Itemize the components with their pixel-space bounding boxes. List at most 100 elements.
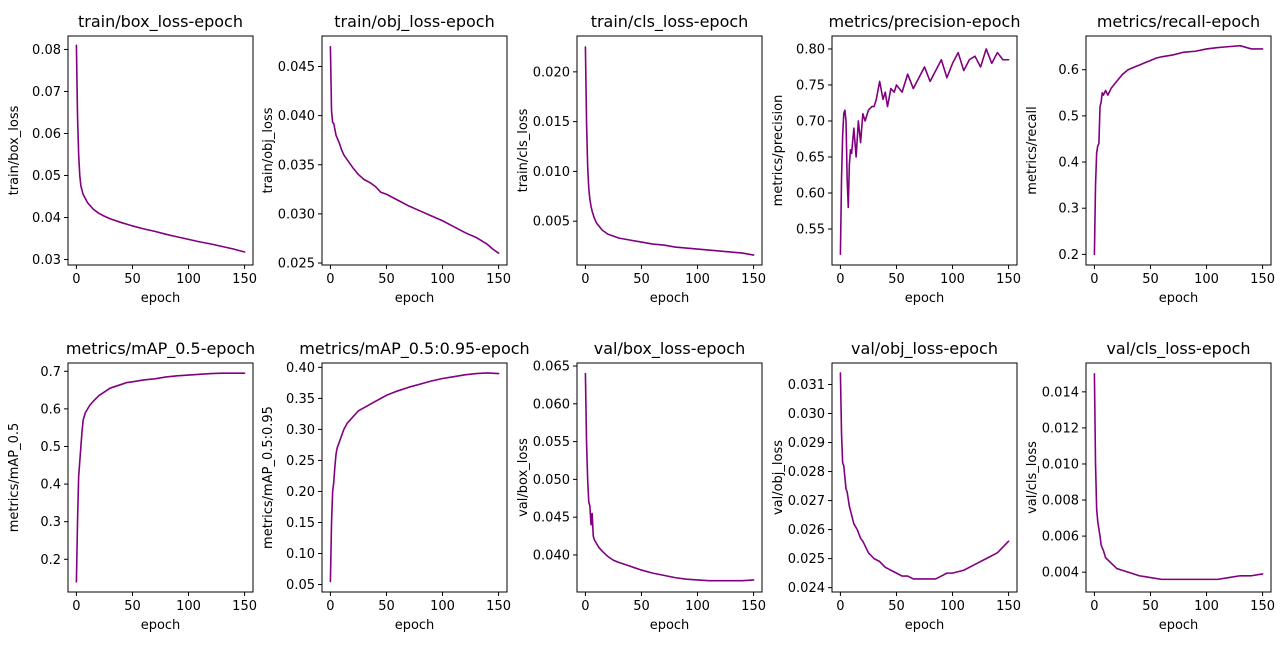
- series-line-0: [329, 46, 500, 255]
- y-tick-label: 0.08: [32, 43, 61, 58]
- y-tick-label: 0.014: [1042, 385, 1079, 400]
- x-tick-label: 150: [486, 272, 511, 287]
- x-tick-label: 0: [1090, 272, 1098, 287]
- y-tick-label: 0.012: [1042, 421, 1079, 436]
- y-tick-label: 0.07: [32, 85, 61, 100]
- x-tick-label: 100: [1194, 599, 1219, 614]
- axes-frame: [831, 362, 1018, 593]
- chart-title: train/cls_loss-epoch: [591, 12, 749, 32]
- y-axis-label: metrics/mAP_0.5: [7, 423, 22, 533]
- y-axis-label: metrics/mAP_0.5:0.95: [261, 406, 276, 549]
- x-tick-label: 50: [888, 272, 905, 287]
- y-tick-label: 0.006: [1042, 530, 1079, 545]
- x-axis-label: epoch: [141, 291, 181, 306]
- chart-panel-3: metrics/precision-epoch 0 50 100 150 0.55 0.60…: [771, 12, 1021, 306]
- x-tick-label: 150: [232, 599, 257, 614]
- x-tick-label: 100: [176, 599, 201, 614]
- x-tick-label: 50: [378, 272, 395, 287]
- chart-panel-7: val/box_loss-epoch 0 50 100 150 0.040 0.045 0.0…: [516, 339, 766, 633]
- y-tick-label: 0.004: [1042, 566, 1079, 581]
- x-axis-label: epoch: [1159, 618, 1199, 633]
- y-tick-label: 0.025: [788, 552, 825, 567]
- y-tick-label: 0.04: [32, 211, 61, 226]
- x-tick-label: 100: [685, 272, 710, 287]
- x-tick-label: 100: [685, 599, 710, 614]
- y-tick-label: 0.015: [533, 115, 570, 130]
- y-tick-label: 0.010: [1042, 457, 1079, 472]
- y-tick-label: 0.4: [40, 478, 61, 493]
- x-tick-label: 100: [940, 599, 965, 614]
- y-axis-label: train/obj_loss: [261, 107, 276, 193]
- y-tick-label: 0.029: [788, 436, 825, 451]
- x-tick-label: 50: [888, 599, 905, 614]
- y-tick-label: 0.35: [286, 392, 315, 407]
- y-tick-label: 0.025: [278, 257, 315, 272]
- y-axis-label: val/obj_loss: [771, 440, 786, 515]
- series-line-0: [1093, 44, 1264, 256]
- y-tick-label: 0.010: [533, 165, 570, 180]
- series-line-0: [75, 44, 246, 253]
- y-tick-label: 0.4: [1058, 156, 1079, 171]
- axes-frame: [321, 362, 508, 593]
- series-line-0: [329, 372, 500, 583]
- x-axis-label: epoch: [650, 291, 690, 306]
- x-tick-label: 50: [633, 272, 650, 287]
- axes-frame: [831, 35, 1018, 266]
- y-tick-label: 0.027: [788, 494, 825, 509]
- y-tick-label: 0.060: [533, 397, 570, 412]
- x-tick-label: 0: [836, 272, 844, 287]
- y-axis-label: train/cls_loss: [516, 108, 531, 192]
- chart-title: metrics/recall-epoch: [1097, 12, 1260, 31]
- axes-frame: [576, 362, 763, 593]
- chart-title: val/cls_loss-epoch: [1106, 339, 1250, 359]
- y-tick-label: 0.055: [533, 435, 570, 450]
- axes-frame: [1085, 362, 1272, 593]
- y-tick-label: 0.30: [286, 423, 315, 438]
- series-line-0: [75, 372, 246, 583]
- x-tick-label: 0: [581, 599, 589, 614]
- y-tick-label: 0.3: [40, 515, 61, 530]
- series-line-0: [839, 48, 1010, 255]
- x-axis-label: epoch: [905, 291, 945, 306]
- x-tick-label: 50: [124, 599, 141, 614]
- chart-title: metrics/mAP_0.5:0.95-epoch: [299, 339, 529, 359]
- chart-panel-6: metrics/mAP_0.5:0.95-epoch 0 50 100 150 0.05 0…: [261, 339, 530, 633]
- x-axis-label: epoch: [395, 291, 435, 306]
- axes-frame: [67, 35, 254, 266]
- x-tick-label: 50: [633, 599, 650, 614]
- series-line-0: [584, 372, 755, 582]
- y-tick-label: 0.05: [286, 578, 315, 593]
- x-tick-label: 50: [124, 272, 141, 287]
- y-tick-label: 0.008: [1042, 494, 1079, 509]
- y-tick-label: 0.050: [533, 473, 570, 488]
- y-tick-label: 0.70: [796, 114, 825, 129]
- y-axis-label: metrics/precision: [771, 95, 786, 207]
- x-tick-label: 0: [326, 599, 334, 614]
- x-axis-label: epoch: [395, 618, 435, 633]
- y-tick-label: 0.005: [533, 215, 570, 230]
- x-tick-label: 50: [1142, 599, 1159, 614]
- y-tick-label: 0.045: [533, 511, 570, 526]
- chart-title: val/obj_loss-epoch: [851, 339, 998, 359]
- y-axis-label: val/box_loss: [516, 438, 531, 517]
- y-tick-label: 0.40: [286, 361, 315, 376]
- y-tick-label: 0.5: [40, 440, 61, 455]
- y-tick-label: 0.05: [32, 169, 61, 184]
- axes-frame: [1085, 35, 1272, 266]
- y-tick-label: 0.030: [788, 407, 825, 422]
- x-axis-label: epoch: [650, 618, 690, 633]
- chart-title: metrics/precision-epoch: [829, 12, 1021, 31]
- y-tick-label: 0.10: [286, 547, 315, 562]
- y-tick-label: 0.031: [788, 378, 825, 393]
- chart-panel-8: val/obj_loss-epoch 0 50 100 150 0.024 0.025 0.0…: [771, 339, 1021, 633]
- chart-panel-5: metrics/mAP_0.5-epoch 0 50 100 150 0.2 0.3 0.4 0…: [7, 339, 257, 633]
- y-tick-label: 0.6: [40, 402, 61, 417]
- y-axis-label: val/cls_loss: [1025, 441, 1040, 514]
- chart-title: val/box_loss-epoch: [594, 339, 745, 359]
- y-tick-label: 0.55: [796, 222, 825, 237]
- x-tick-label: 150: [741, 599, 766, 614]
- x-tick-label: 100: [176, 272, 201, 287]
- axes-frame: [576, 35, 763, 266]
- x-tick-label: 0: [581, 272, 589, 287]
